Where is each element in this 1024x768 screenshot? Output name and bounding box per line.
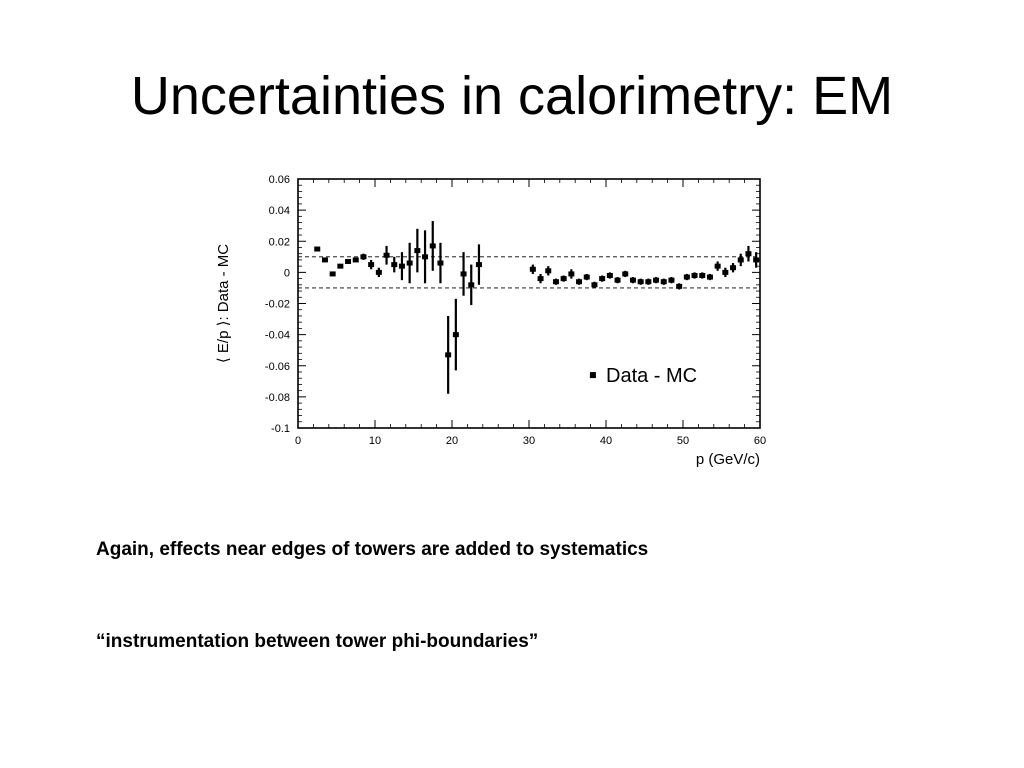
data-point — [429, 243, 436, 249]
data-point — [622, 271, 629, 277]
data-point — [653, 277, 660, 283]
data-point — [437, 260, 444, 266]
caption-instrumentation-quote: “instrumentation between tower phi-bound… — [96, 631, 539, 652]
y-tick-label: 0.06 — [269, 174, 290, 186]
data-point — [329, 271, 336, 277]
reference-lines — [298, 256, 760, 289]
x-axis: 0 10 20 30 40 50 60 — [295, 179, 766, 447]
x-tick-label: 30 — [523, 435, 535, 447]
data-point — [714, 263, 721, 269]
data-point — [606, 272, 613, 278]
y-tick-label: -0.1 — [271, 423, 290, 435]
data-points — [314, 221, 760, 394]
data-point — [683, 274, 690, 280]
chart-svg: 0.06 0.04 0.02 0 -0.02 -0.04 -0.06 -0.08 -0.1 0 1… — [215, 174, 766, 468]
data-point — [691, 272, 698, 278]
data-point — [360, 254, 367, 260]
data-point — [460, 271, 467, 277]
data-point — [406, 260, 413, 266]
slide-title: Uncertainties in calorimetry: EM — [130, 66, 894, 126]
y-tick-label: 0.04 — [269, 205, 290, 217]
data-point — [468, 282, 475, 288]
data-point — [552, 279, 559, 285]
caption-edges-systematics: Again, effects near edges of towers are … — [96, 539, 649, 560]
data-point — [537, 276, 544, 282]
data-point — [560, 276, 567, 282]
data-point — [414, 248, 421, 254]
y-tick-label: 0.02 — [269, 236, 290, 248]
legend: Data - MC — [589, 365, 697, 387]
y-tick-label: 0 — [284, 267, 290, 279]
x-tick-label: 50 — [677, 435, 689, 447]
data-point — [368, 262, 375, 268]
data-point — [375, 269, 382, 275]
data-point — [445, 352, 452, 358]
data-point — [753, 257, 760, 263]
data-point — [699, 272, 706, 278]
y-tick-label: -0.04 — [265, 330, 290, 342]
data-point — [529, 266, 536, 272]
plot-frame-group — [297, 178, 761, 429]
data-point — [591, 282, 598, 288]
y-tick-label: -0.02 — [265, 299, 290, 311]
data-point — [321, 257, 328, 263]
plot-frame — [297, 178, 761, 429]
y-tick-label: -0.06 — [265, 361, 290, 373]
chart-figure: 0.06 0.04 0.02 0 -0.02 -0.04 -0.06 -0.08 -0.1 0 1… — [198, 160, 778, 480]
data-point — [645, 279, 652, 285]
data-point — [660, 279, 667, 285]
data-point — [576, 279, 583, 285]
data-point — [730, 265, 737, 271]
data-point — [614, 277, 621, 283]
legend-label: Data - MC — [606, 365, 697, 387]
data-point — [452, 332, 459, 338]
x-tick-label: 10 — [369, 435, 381, 447]
data-point — [637, 279, 644, 285]
x-tick-label: 60 — [754, 435, 766, 447]
data-point — [676, 283, 683, 289]
y-axis: 0.06 0.04 0.02 0 -0.02 -0.04 -0.06 -0.08 -0.1 — [265, 174, 760, 435]
y-axis-title: ⟨ E/p ⟩: Data - MC — [215, 244, 232, 363]
data-point — [745, 251, 752, 257]
x-tick-label: 40 — [600, 435, 612, 447]
data-point — [545, 268, 552, 274]
data-point — [668, 277, 675, 283]
data-point — [398, 263, 405, 269]
data-point — [345, 258, 352, 264]
data-point — [314, 246, 321, 252]
data-point — [337, 263, 344, 269]
x-tick-label: 20 — [446, 435, 458, 447]
data-point — [568, 271, 575, 277]
data-point — [352, 257, 359, 263]
x-tick-label: 0 — [295, 435, 301, 447]
y-tick-label: -0.08 — [265, 392, 290, 404]
data-point — [629, 277, 636, 283]
data-point — [583, 274, 590, 280]
data-point — [722, 269, 729, 275]
data-point — [422, 254, 429, 260]
x-axis-title: p (GeV/c) — [696, 451, 760, 468]
data-point — [599, 276, 606, 282]
data-point — [391, 262, 398, 268]
data-point — [737, 257, 744, 263]
legend-marker — [589, 372, 596, 379]
data-point — [475, 262, 482, 268]
data-point — [706, 274, 713, 280]
data-point — [383, 252, 390, 258]
